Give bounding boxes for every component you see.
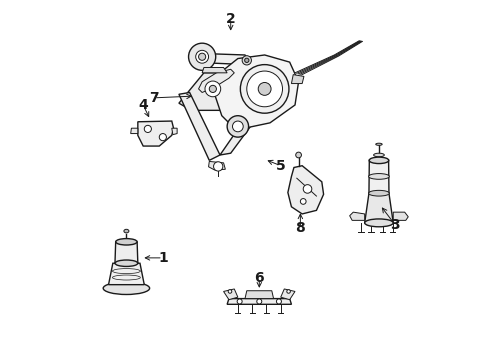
Circle shape bbox=[287, 290, 291, 293]
Polygon shape bbox=[209, 161, 225, 170]
Circle shape bbox=[189, 43, 216, 70]
Polygon shape bbox=[138, 121, 173, 146]
Ellipse shape bbox=[369, 157, 389, 163]
Circle shape bbox=[257, 299, 262, 304]
Text: 8: 8 bbox=[295, 221, 305, 235]
Circle shape bbox=[241, 64, 289, 113]
Text: 5: 5 bbox=[276, 159, 286, 173]
Circle shape bbox=[196, 50, 209, 63]
Polygon shape bbox=[202, 67, 227, 73]
Circle shape bbox=[214, 162, 223, 171]
Circle shape bbox=[296, 152, 301, 158]
Circle shape bbox=[247, 71, 283, 107]
Ellipse shape bbox=[115, 260, 138, 266]
Polygon shape bbox=[292, 75, 304, 84]
Circle shape bbox=[228, 290, 232, 293]
Text: 4: 4 bbox=[138, 98, 148, 112]
Circle shape bbox=[144, 125, 151, 132]
Polygon shape bbox=[393, 212, 408, 220]
Polygon shape bbox=[245, 291, 273, 298]
Text: 6: 6 bbox=[254, 271, 264, 285]
Ellipse shape bbox=[368, 190, 390, 196]
Polygon shape bbox=[131, 128, 138, 134]
Polygon shape bbox=[223, 289, 238, 300]
Text: 3: 3 bbox=[390, 218, 400, 231]
Circle shape bbox=[205, 81, 220, 97]
Ellipse shape bbox=[103, 282, 149, 294]
Polygon shape bbox=[179, 93, 220, 160]
Polygon shape bbox=[350, 212, 365, 220]
Circle shape bbox=[276, 299, 281, 304]
Text: 1: 1 bbox=[158, 251, 168, 265]
Ellipse shape bbox=[373, 153, 384, 157]
Ellipse shape bbox=[124, 229, 129, 233]
Circle shape bbox=[159, 134, 167, 141]
Polygon shape bbox=[227, 298, 292, 304]
Ellipse shape bbox=[116, 239, 137, 245]
Circle shape bbox=[300, 199, 306, 204]
Polygon shape bbox=[214, 54, 248, 64]
Polygon shape bbox=[115, 242, 138, 263]
Circle shape bbox=[198, 53, 206, 60]
Polygon shape bbox=[288, 166, 323, 214]
Circle shape bbox=[209, 85, 217, 93]
Circle shape bbox=[303, 185, 312, 193]
Circle shape bbox=[245, 58, 249, 63]
Polygon shape bbox=[220, 109, 261, 155]
Polygon shape bbox=[215, 55, 298, 130]
Circle shape bbox=[232, 121, 243, 132]
Ellipse shape bbox=[368, 174, 390, 179]
Polygon shape bbox=[281, 289, 295, 300]
Text: 7: 7 bbox=[149, 91, 159, 105]
Circle shape bbox=[242, 56, 251, 65]
Circle shape bbox=[237, 299, 242, 304]
Circle shape bbox=[227, 116, 248, 137]
Circle shape bbox=[258, 82, 271, 95]
Polygon shape bbox=[179, 73, 232, 111]
Ellipse shape bbox=[376, 143, 382, 145]
Polygon shape bbox=[172, 128, 177, 135]
Polygon shape bbox=[365, 193, 393, 223]
Text: 2: 2 bbox=[226, 12, 236, 26]
Polygon shape bbox=[198, 69, 234, 93]
Ellipse shape bbox=[365, 219, 393, 227]
Polygon shape bbox=[109, 263, 144, 285]
Polygon shape bbox=[369, 160, 389, 193]
